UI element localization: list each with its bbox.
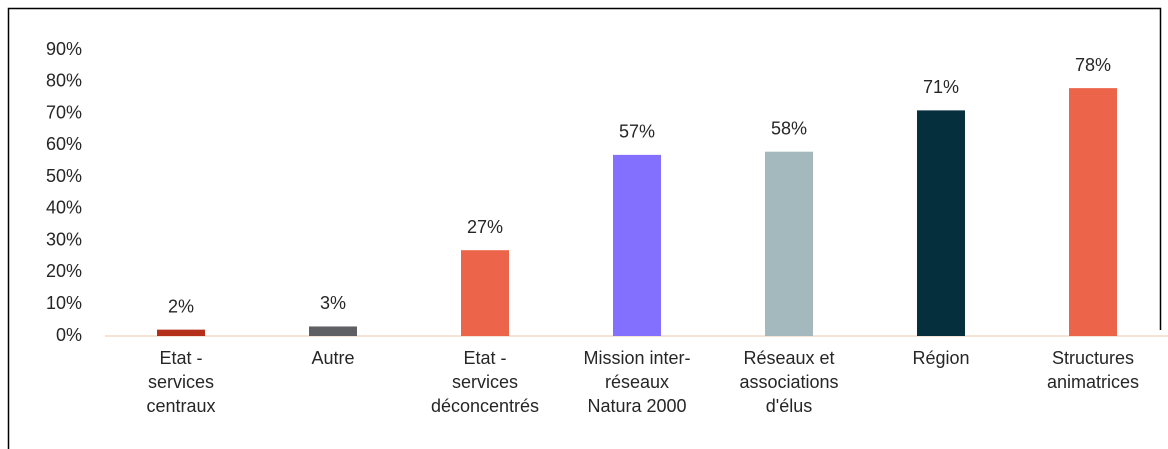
value-label: 78% bbox=[1075, 55, 1111, 75]
y-tick-label: 90% bbox=[46, 39, 82, 59]
x-tick-label: réseaux bbox=[605, 372, 669, 392]
frame bbox=[7, 7, 1162, 449]
y-tick-label: 30% bbox=[46, 229, 82, 249]
x-tick-label: Réseaux et bbox=[743, 348, 834, 368]
y-tick-label: 80% bbox=[46, 71, 82, 91]
y-tick-label: 60% bbox=[46, 134, 82, 154]
y-tick-label: 0% bbox=[56, 325, 82, 345]
value-label: 58% bbox=[771, 118, 807, 138]
y-tick-label: 50% bbox=[46, 166, 82, 186]
x-tick-label: Structures bbox=[1052, 348, 1134, 368]
x-tick-label: animatrices bbox=[1047, 372, 1139, 392]
y-tick-label: 10% bbox=[46, 293, 82, 313]
x-tick-label: Natura 2000 bbox=[587, 396, 686, 416]
bar bbox=[917, 110, 965, 336]
x-tick-label: Etat - bbox=[463, 348, 506, 368]
bar bbox=[309, 326, 357, 336]
x-tick-label: Mission inter- bbox=[583, 348, 690, 368]
bar bbox=[765, 151, 813, 336]
x-tick-label: Région bbox=[912, 348, 969, 368]
value-label: 27% bbox=[467, 217, 503, 237]
value-label: 71% bbox=[923, 77, 959, 97]
x-tick-label: Autre bbox=[311, 348, 354, 368]
y-tick-label: 40% bbox=[46, 198, 82, 218]
y-tick-label: 20% bbox=[46, 261, 82, 281]
x-tick-label: services bbox=[148, 372, 214, 392]
x-tick-label: déconcentrés bbox=[431, 396, 539, 416]
value-label: 2% bbox=[168, 296, 194, 316]
x-tick-label: centraux bbox=[146, 396, 215, 416]
y-tick-label: 70% bbox=[46, 102, 82, 122]
value-label: 57% bbox=[619, 122, 655, 142]
bar bbox=[157, 329, 205, 336]
value-label: 3% bbox=[320, 293, 346, 313]
x-tick-label: associations bbox=[739, 372, 838, 392]
x-tick-label: Etat - bbox=[159, 348, 202, 368]
bar bbox=[1069, 88, 1117, 336]
x-tick-label: services bbox=[452, 372, 518, 392]
bar bbox=[613, 154, 661, 336]
x-tick-label: d'élus bbox=[766, 396, 812, 416]
bar bbox=[461, 250, 509, 336]
